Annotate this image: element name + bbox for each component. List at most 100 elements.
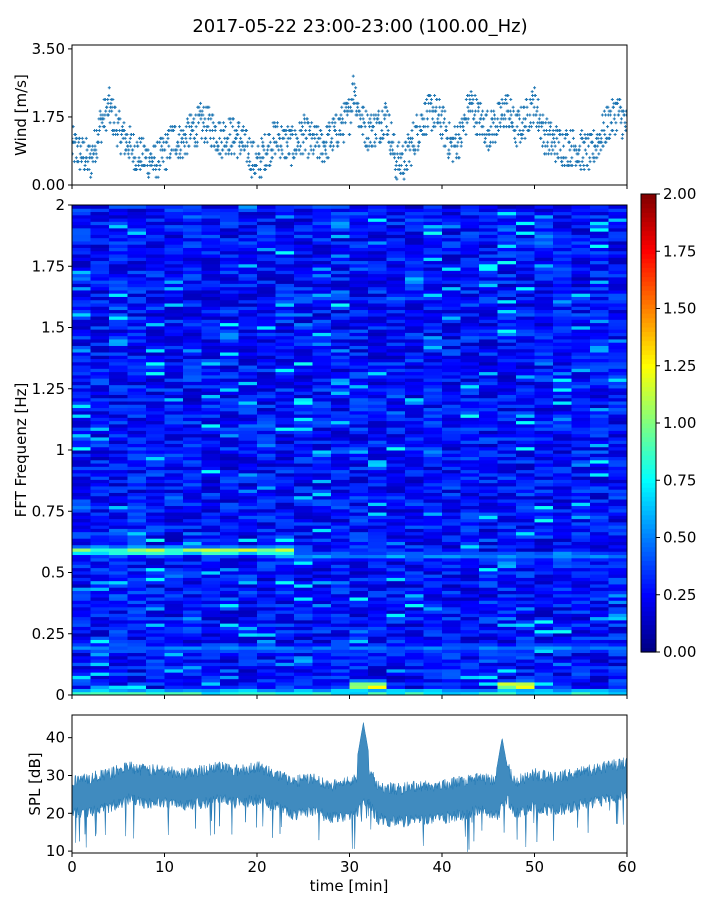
spectrogram-cell — [312, 561, 332, 565]
spectrogram-cell — [442, 227, 461, 232]
spectrogram-cell — [257, 485, 276, 490]
spectrogram-cell — [442, 515, 461, 520]
wind-point — [103, 125, 107, 129]
wind-point — [275, 125, 279, 129]
spectrogram-cell — [257, 557, 276, 562]
spectrogram-cell — [275, 289, 295, 294]
spectrogram-cell — [386, 423, 406, 428]
wind-point — [515, 144, 519, 148]
spectrogram-cell — [423, 312, 443, 317]
spectrogram-cell — [257, 378, 276, 382]
spectrogram-cell — [109, 508, 128, 513]
spectrogram-cell — [368, 247, 387, 252]
spectrogram-cell — [164, 512, 184, 516]
spectrogram-cell — [386, 521, 406, 526]
spectrogram-cell — [109, 257, 128, 262]
spectrogram-cell — [497, 521, 517, 526]
spectrogram-cell — [386, 420, 406, 425]
spectrogram-cell — [275, 263, 295, 268]
wind-point — [393, 167, 397, 171]
spectrogram-cell — [312, 404, 332, 409]
spectrogram-cell — [238, 632, 258, 637]
spectrogram-cell — [460, 456, 480, 461]
spectrogram-cell — [127, 681, 147, 686]
spectrogram-cell — [146, 636, 165, 640]
wind-point — [290, 125, 294, 129]
spectrogram-cell — [238, 587, 258, 591]
spectrogram-cell — [349, 668, 369, 673]
spectrogram-cell — [479, 639, 498, 644]
spectrogram-cell — [183, 250, 202, 255]
wind-point — [199, 101, 203, 105]
spectrogram-cell — [294, 214, 313, 219]
spectrogram-cell — [238, 254, 258, 258]
spectrogram-cell — [164, 358, 184, 363]
wind-point — [528, 97, 532, 101]
spectrogram-cell — [423, 485, 443, 490]
spectrogram-cell — [220, 270, 239, 275]
spectrogram-cell — [405, 237, 424, 242]
spectrogram-cell — [201, 335, 221, 340]
spectrogram-cell — [127, 574, 147, 578]
spectrogram-cell — [386, 525, 406, 529]
spectrogram-cell — [479, 352, 498, 356]
spectrogram-cell — [460, 659, 480, 663]
spectrogram-cell — [349, 387, 369, 392]
spectrogram-cell — [423, 688, 443, 693]
spectrogram-cell — [72, 672, 91, 676]
spectrogram-cell — [312, 675, 332, 680]
spectrogram-cell — [312, 485, 332, 490]
wind-point — [537, 129, 541, 133]
spectrogram-cell — [460, 691, 480, 696]
spectrogram-cell — [201, 237, 221, 242]
spectrogram-cell — [164, 365, 184, 369]
wind-point — [612, 117, 616, 121]
spectrogram-cell — [386, 410, 406, 415]
spectrogram-cell — [368, 237, 387, 242]
spectrogram-cell — [349, 538, 369, 542]
spectrogram-cell — [405, 227, 424, 232]
spectrogram-cell — [90, 227, 110, 232]
spectrogram-cell — [238, 672, 258, 676]
spectrogram-cell — [72, 665, 91, 670]
spectrogram-cell — [294, 597, 313, 601]
spectrogram-cell — [294, 208, 313, 213]
spectrogram-cell — [497, 433, 517, 438]
wind-point — [619, 105, 623, 109]
spectrogram-cell — [127, 685, 147, 689]
spectrogram-cell — [497, 681, 517, 686]
spectrogram-cell — [275, 564, 295, 569]
spectrogram-cell — [331, 580, 350, 585]
spectrogram-cell — [109, 374, 128, 379]
wind-point — [464, 97, 468, 101]
spectrogram-cell — [368, 273, 387, 278]
spectrogram-cell — [460, 485, 480, 490]
spectrogram-cell — [497, 557, 517, 562]
wind-y-ticks: 0.001.753.50 — [32, 40, 72, 194]
spectrogram-cell — [183, 515, 202, 520]
spectrogram-cell — [294, 489, 313, 493]
spectrogram-cell — [257, 322, 276, 327]
wind-point — [236, 132, 240, 136]
spectrogram-cell — [294, 495, 313, 500]
wind-point — [548, 129, 552, 133]
spectrogram-cell — [127, 639, 147, 644]
spectrogram-cell — [275, 260, 295, 265]
spectrogram-cell — [127, 361, 147, 366]
spectrogram-cell — [479, 469, 498, 474]
spectrogram-cell — [275, 420, 295, 425]
wind-point — [547, 148, 551, 152]
spectrogram-cell — [405, 613, 424, 618]
spectrogram-cell — [72, 227, 91, 232]
spectrogram-cell — [405, 397, 424, 402]
spectrogram-cell — [201, 499, 221, 503]
spectrogram-cell — [183, 603, 202, 608]
spectrogram-cell — [275, 231, 295, 235]
spectrogram-cell — [238, 489, 258, 493]
spectrogram-cell — [497, 659, 517, 663]
spectrogram-cell — [220, 499, 239, 503]
spectrogram-cell — [183, 492, 202, 497]
spectrogram-cell — [183, 544, 202, 549]
wind-point — [389, 144, 393, 148]
spectrogram-cell — [164, 685, 184, 689]
